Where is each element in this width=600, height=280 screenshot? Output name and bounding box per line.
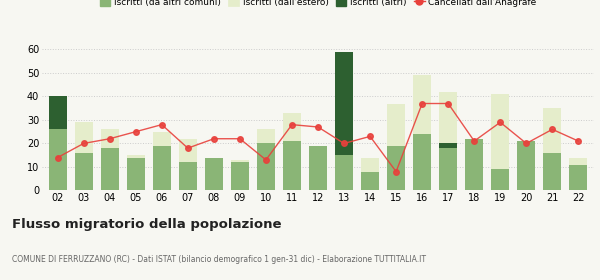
Bar [361, 158, 379, 172]
Bar [283, 113, 301, 141]
Bar [517, 141, 535, 190]
Bar [74, 153, 93, 190]
Bar [283, 141, 301, 190]
Bar [439, 148, 457, 190]
Bar [257, 129, 275, 143]
Bar [127, 155, 145, 158]
Bar [49, 129, 67, 190]
Bar [491, 94, 509, 169]
Bar [543, 153, 562, 190]
Bar [413, 75, 431, 134]
Bar [387, 146, 405, 190]
Bar [439, 92, 457, 148]
Bar [335, 155, 353, 190]
Bar [179, 139, 197, 162]
Text: Flusso migratorio della popolazione: Flusso migratorio della popolazione [12, 218, 281, 231]
Bar [205, 158, 223, 190]
Bar [152, 146, 171, 190]
Bar [152, 132, 171, 146]
Bar [543, 108, 562, 153]
Bar [361, 172, 379, 190]
Bar [101, 148, 119, 190]
Bar [491, 169, 509, 190]
Bar [127, 158, 145, 190]
Bar [335, 52, 353, 155]
Bar [569, 165, 587, 190]
Bar [231, 160, 249, 162]
Bar [49, 97, 67, 129]
Bar [465, 139, 484, 190]
Bar [231, 162, 249, 190]
Bar [569, 158, 587, 165]
Bar [309, 146, 327, 190]
Bar [101, 129, 119, 148]
Bar [179, 162, 197, 190]
Text: COMUNE DI FERRUZZANO (RC) - Dati ISTAT (bilancio demografico 1 gen-31 dic) - Ela: COMUNE DI FERRUZZANO (RC) - Dati ISTAT (… [12, 255, 426, 264]
Bar [413, 134, 431, 190]
Legend: Iscritti (da altri comuni), Iscritti (dall'estero), Iscritti (altri), Cancellati: Iscritti (da altri comuni), Iscritti (da… [96, 0, 540, 10]
Bar [439, 143, 457, 148]
Bar [257, 143, 275, 190]
Bar [387, 104, 405, 146]
Bar [74, 122, 93, 153]
